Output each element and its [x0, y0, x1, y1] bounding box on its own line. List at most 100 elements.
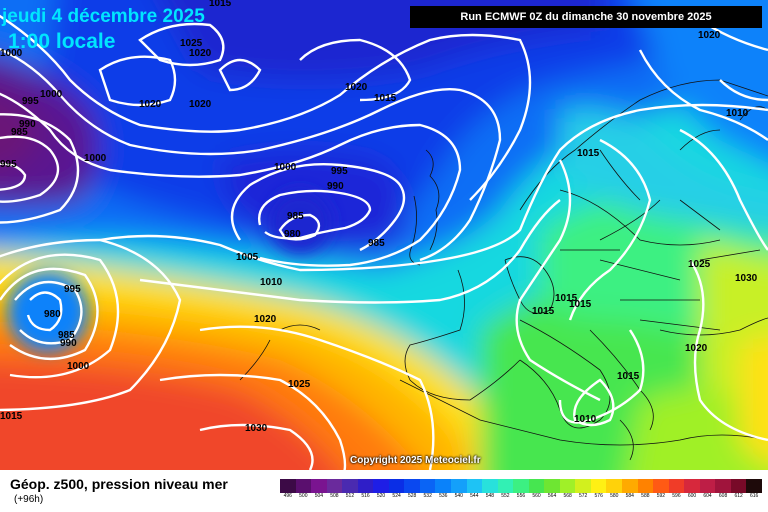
scale-tick-label: 520: [376, 493, 386, 499]
isobar-label: 1000: [274, 162, 297, 173]
scale-swatch: [637, 479, 654, 493]
scale-tick-label: 552: [501, 493, 510, 499]
scale-tick-label: 572: [578, 493, 588, 499]
scale-tick-label: 528: [407, 493, 417, 499]
weather-map: 1015 1025 1020 1000 995 1000 990 985 995…: [0, 0, 768, 470]
scale-swatch: [746, 479, 762, 493]
isobar-label: 1020: [189, 48, 212, 59]
isobar-label: 1020: [254, 314, 277, 325]
forecast-time: 1:00 locale: [8, 30, 116, 53]
isobar-label: 1015: [555, 293, 578, 304]
isobar-label: 995: [64, 284, 81, 295]
isobar-labels: 1015 1025 1020 1000 995 1000 990 985 995…: [0, 0, 758, 434]
isobar-label: 995: [331, 166, 348, 177]
isobar-label: 1020: [139, 99, 162, 110]
scale-swatch: [668, 479, 685, 493]
scale-swatch: [311, 479, 327, 493]
scale-tick-label: 516: [361, 493, 370, 499]
scale-tick-label: 560: [532, 493, 541, 499]
scale-swatch: [466, 479, 483, 493]
forecast-offset: (+96h): [14, 494, 44, 505]
isobar-label: 1000: [40, 89, 63, 100]
isobar-label: 1005: [236, 252, 259, 263]
isobar-label: 995: [0, 159, 17, 170]
scale-tick-label: 508: [330, 493, 339, 499]
isobar-label: 1015: [209, 0, 232, 9]
isobar-label: 980: [284, 229, 301, 240]
scale-tick-label: 580: [610, 493, 619, 499]
isobars: [0, 14, 768, 470]
isobar-label: 1010: [574, 414, 597, 425]
scale-swatch: [528, 479, 545, 493]
scale-swatch: [606, 479, 623, 493]
scale-tick-label: 608: [718, 493, 728, 499]
forecast-date: jeudi 4 décembre 2025: [2, 6, 205, 27]
scale-swatch: [575, 479, 591, 493]
scale-swatch: [684, 479, 700, 493]
isobar-label: 1020: [189, 99, 212, 110]
legend-footer: Géop. z500, pression niveau mer (+96h) 4…: [0, 470, 768, 512]
scale-swatch: [280, 479, 296, 493]
scale-swatch: [326, 479, 343, 493]
scale-tick-label: 568: [563, 493, 572, 499]
scale-tick-label: 588: [641, 493, 650, 499]
color-scale-swatches: [280, 479, 762, 493]
isobar-label: 1015: [0, 411, 23, 422]
scale-tick-label: 532: [423, 493, 432, 499]
isobar-label: 1000: [0, 48, 23, 59]
scale-tick-label: 604: [703, 493, 712, 499]
scale-tick-label: 556: [516, 493, 526, 499]
isobar-label: 1030: [245, 423, 268, 434]
color-scale-ticks: 496 500 504 508 512 516 520 524 528 532 536 540 544 5…: [280, 493, 762, 499]
scale-tick-label: 512: [345, 493, 355, 499]
scale-swatch: [482, 479, 498, 493]
scale-swatch: [404, 479, 420, 493]
scale-swatch: [435, 479, 452, 493]
isobar-label: 990: [60, 338, 77, 349]
geopotential-field: [0, 0, 768, 470]
isobar-label: 980: [44, 309, 61, 320]
scale-swatch: [419, 479, 436, 493]
scale-tick-label: 496: [283, 493, 292, 499]
scale-tick-label: 600: [687, 493, 697, 499]
scale-tick-label: 500: [299, 493, 308, 499]
isobar-label: 1000: [67, 361, 90, 372]
run-info: Run ECMWF 0Z du dimanche 30 novembre 202…: [410, 6, 762, 28]
map-canvas: 1015 1025 1020 1000 995 1000 990 985 995…: [0, 0, 768, 470]
isobar-label: 995: [22, 96, 39, 107]
scale-tick-label: 596: [672, 493, 681, 499]
color-scale: 496 500 504 508 512 516 520 524 528 532 536 540 544 5…: [280, 479, 762, 507]
copyright: Copyright 2025 Meteociel.fr: [350, 455, 481, 466]
isobar-label: 985: [287, 211, 304, 222]
isobar-label: 1015: [569, 299, 592, 310]
isobar-label: 1025: [288, 379, 311, 390]
scale-swatch: [699, 479, 716, 493]
isobar-label: 985: [58, 330, 75, 341]
isobar-label: 1020: [698, 30, 721, 41]
isobar-label: 990: [327, 181, 344, 192]
scale-swatch: [295, 479, 312, 493]
map-caption: Géop. z500, pression niveau mer: [10, 476, 228, 492]
scale-tick-label: 524: [392, 493, 401, 499]
isobar-label: 990: [19, 119, 36, 130]
scale-swatch: [590, 479, 607, 493]
scale-swatch: [373, 479, 389, 493]
isobar-label: 985: [11, 127, 28, 138]
scale-tick-label: 616: [750, 493, 759, 499]
scale-swatch: [357, 479, 374, 493]
isobar-label: 1030: [735, 273, 758, 284]
isobar-label: 1015: [532, 306, 555, 317]
scale-swatch: [730, 479, 747, 493]
scale-swatch: [715, 479, 731, 493]
scale-swatch: [513, 479, 529, 493]
isobar-label: 1015: [577, 148, 600, 159]
isobar-label: 1015: [374, 93, 397, 104]
scale-tick-label: 612: [734, 493, 743, 499]
scale-swatch: [388, 479, 405, 493]
isobar-label: 1020: [345, 82, 368, 93]
scale-tick-label: 592: [656, 493, 666, 499]
isobar-label: 1010: [260, 277, 283, 288]
isobar-label: 1015: [617, 371, 640, 382]
scale-swatch: [622, 479, 638, 493]
scale-swatch: [653, 479, 669, 493]
